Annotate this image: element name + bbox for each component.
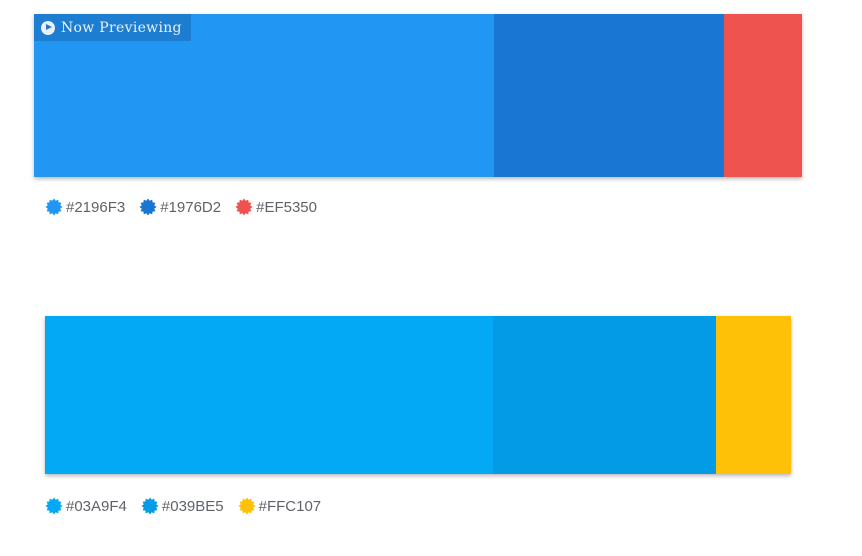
color-legend-item: #1976D2 bbox=[139, 198, 221, 216]
color-legend-item: #2196F3 bbox=[45, 198, 125, 216]
palette-legend-1: #2196F3 #1976D2 #EF5350 bbox=[45, 196, 331, 218]
color-hex-label: #039BE5 bbox=[161, 497, 224, 515]
color-legend-item: #039BE5 bbox=[141, 497, 224, 515]
palette-preview-1[interactable]: Now Previewing bbox=[34, 14, 802, 177]
color-hex-label: #FFC107 bbox=[258, 497, 322, 515]
color-hex-label: #2196F3 bbox=[66, 198, 126, 216]
color-swatch[interactable] bbox=[34, 14, 494, 177]
color-swatch[interactable] bbox=[724, 14, 802, 177]
badge-icon bbox=[45, 198, 63, 216]
badge-icon bbox=[238, 497, 256, 515]
color-hex-label: #03A9F4 bbox=[66, 497, 127, 515]
color-legend-item: #FFC107 bbox=[238, 497, 322, 515]
color-swatch[interactable] bbox=[494, 14, 724, 177]
palette-preview-2[interactable] bbox=[45, 316, 791, 474]
color-swatch[interactable] bbox=[716, 316, 791, 474]
palette-legend-2: #03A9F4 #039BE5 #FFC107 bbox=[45, 495, 335, 517]
color-legend-item: #03A9F4 bbox=[45, 497, 127, 515]
badge-icon bbox=[141, 497, 159, 515]
color-legend-item: #EF5350 bbox=[235, 198, 317, 216]
badge-icon bbox=[139, 198, 157, 216]
now-previewing-badge: Now Previewing bbox=[34, 14, 191, 41]
color-hex-label: #EF5350 bbox=[256, 198, 317, 216]
color-swatch[interactable] bbox=[45, 316, 493, 474]
color-hex-label: #1976D2 bbox=[160, 198, 222, 216]
now-previewing-label: Now Previewing bbox=[61, 19, 182, 36]
play-circle-icon bbox=[41, 20, 55, 35]
badge-icon bbox=[45, 497, 63, 515]
color-swatch[interactable] bbox=[493, 316, 716, 474]
badge-icon bbox=[235, 198, 253, 216]
